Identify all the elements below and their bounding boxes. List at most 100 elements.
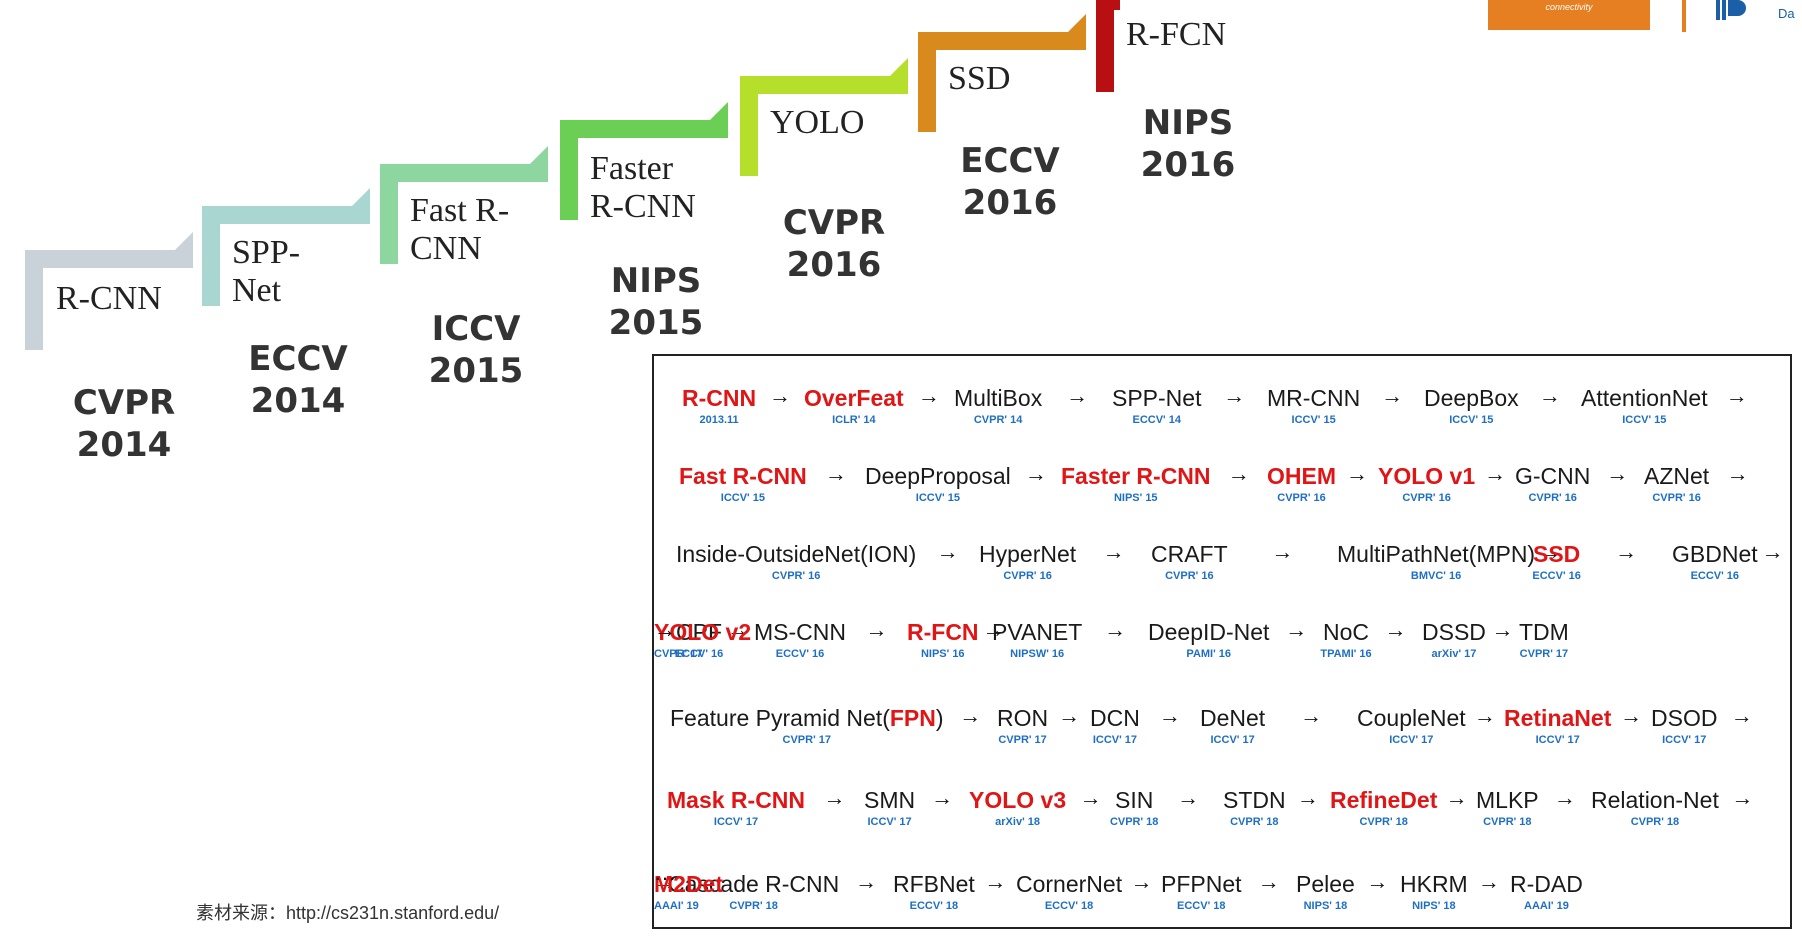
stair-year: 2016: [962, 183, 1058, 223]
network-name-highlight: FPN: [889, 705, 936, 731]
network-venue: ICCV' 17: [1210, 734, 1255, 746]
network-name: R-DAD: [1510, 871, 1583, 897]
network-name: MR-CNN: [1267, 385, 1361, 411]
network-venue: CVPR' 14: [973, 414, 1023, 426]
network-venue: NIPSW' 16: [1010, 648, 1065, 660]
stair-name: CNN: [410, 230, 482, 267]
arrow-icon: →: [1725, 383, 1748, 408]
arrow-icon: →: [1130, 869, 1153, 894]
arrow-icon: →: [855, 869, 878, 894]
network-name: AttentionNet: [1581, 385, 1708, 411]
logo-tagline: connectivity: [1545, 2, 1593, 12]
arrow-icon: →: [1158, 703, 1181, 728]
network-venue: BMVC' 16: [1410, 570, 1462, 582]
arrow-icon: →: [1730, 703, 1753, 728]
network-name: Relation-Net: [1591, 787, 1719, 813]
arrow-icon: →: [1761, 539, 1784, 564]
network-row: Mask R-CNN ICCV' 17 → SMN ICCV' 17 → YOLO v3 ar…: [654, 768, 1790, 838]
arrow-icon: →: [959, 703, 982, 728]
network-venue: ECCV' 16: [1690, 570, 1740, 582]
arrow-icon: →: [654, 617, 676, 642]
network-venue: ICLR' 14: [832, 414, 876, 426]
network-name: YOLO v3: [969, 787, 1067, 813]
stair-step-0: [25, 232, 193, 350]
network-venue: ICCV' 15: [1449, 414, 1494, 426]
arrow-icon: →: [931, 785, 954, 810]
arrow-icon: →: [1079, 785, 1102, 810]
ellipsis: ···: [654, 865, 676, 890]
network-name: PVANET: [992, 619, 1083, 645]
network-name: OverFeat: [804, 385, 904, 411]
network-name: SIN: [1115, 787, 1154, 813]
arrow-icon: →: [1538, 383, 1561, 408]
network-venue: ECCV' 16: [1532, 570, 1581, 582]
network-name: DeepProposal: [865, 463, 1011, 489]
network-name: OHEM: [1267, 463, 1336, 489]
arrow-icon: →: [865, 617, 888, 642]
stair-year: 2016: [1140, 145, 1236, 185]
network-name: G-CNN: [1515, 463, 1591, 489]
network-name: CPF: [676, 619, 722, 645]
source-caption: 素材来源：http://cs231n.stanford.edu/: [196, 903, 500, 923]
network-venue: CVPR' 16: [1402, 492, 1451, 504]
network-venue: NIPS' 18: [1303, 900, 1348, 912]
network-name: PFPNet: [1161, 871, 1242, 897]
network-venue: ICCV' 15: [1622, 414, 1667, 426]
network-venue: ECCV' 16: [674, 648, 724, 660]
network-venue: ICCV' 15: [720, 492, 765, 504]
arrow-icon: →: [1539, 539, 1562, 564]
network-venue: CVPR' 18: [729, 900, 778, 912]
network-name: YOLO v2: [654, 619, 752, 645]
stair-step-3: [560, 102, 728, 220]
network-venue: CVPR' 16: [1277, 492, 1326, 504]
stair-name: R-CNN: [56, 280, 162, 317]
arrow-icon: →: [1346, 461, 1368, 486]
network-name: DSSD: [1422, 619, 1486, 645]
stair-venue: ECCV: [248, 339, 348, 379]
stair-year: 2015: [428, 351, 524, 391]
network-venue: CVPR' 16: [1003, 570, 1052, 582]
network-name: SSD: [1533, 541, 1581, 567]
stair-venue: NIPS: [1142, 103, 1234, 143]
network-row: R-CNN 2013.11 → OverFeat ICLR' 14 → MultiBox CV…: [654, 366, 1790, 436]
network-name: R-FCN: [907, 619, 979, 645]
arrow-icon: →: [1024, 461, 1047, 486]
stair-venue: CVPR: [72, 383, 176, 423]
network-name: MultiPathNet(MPN): [1337, 541, 1536, 567]
network-name: NoC: [1323, 619, 1370, 645]
arrow-icon: →: [1285, 617, 1308, 642]
network-venue: CVPR' 16: [1165, 570, 1214, 582]
network-name-part: ): [935, 705, 944, 731]
network-row: Cascade R-CNN CVPR' 18 → RFBNet ECCV' 18 → Cor…: [654, 852, 1790, 922]
network-name: RefineDet: [1330, 787, 1438, 813]
stair-name: YOLO: [770, 104, 865, 141]
network-venue: ECCV' 14: [1132, 414, 1181, 426]
stair-name: SPP-: [232, 234, 301, 271]
network-venue: ICCV' 17: [1092, 734, 1138, 746]
network-venue: CVPR' 18: [1109, 816, 1159, 828]
network-name: CornerNet: [1016, 871, 1123, 897]
stair-step-5: [918, 14, 1086, 132]
arrow-icon: →: [1271, 539, 1294, 564]
network-name: SPP-Net: [1112, 385, 1202, 411]
arrow-icon: →: [824, 461, 847, 486]
network-name: Fast R-CNN: [679, 463, 807, 489]
network-name: TDM: [1519, 619, 1569, 645]
network-row: Inside-OutsideNet(ION) CVPR' 16 → HyperNet C…: [654, 522, 1790, 592]
arrow-icon: →: [1726, 461, 1749, 486]
network-name: Feature Pyramid Net(FPN): [670, 704, 944, 732]
network-name: DeNet: [1200, 705, 1266, 731]
network-row: CPF ECCV' 16 → MS-CNN ECCV' 16 → R-FCN NIPS' 16…: [654, 600, 1790, 670]
network-venue: NIPS' 16: [920, 648, 965, 660]
stair-name: Net: [232, 272, 282, 309]
corner-text: Da: [1778, 6, 1795, 21]
arrow-icon: →: [984, 869, 1007, 894]
stair-venue: ECCV: [960, 141, 1060, 181]
network-venue: ICCV' 15: [915, 492, 960, 504]
arrow-icon: →: [1104, 617, 1127, 642]
arrow-icon: →: [1445, 785, 1468, 810]
arrow-icon: →: [917, 383, 940, 408]
arrow-icon: →: [654, 869, 676, 894]
network-venue: CVPR' 18: [1483, 816, 1532, 828]
network-list-box: R-CNN 2013.11 → OverFeat ICLR' 14 → MultiBox CV…: [652, 354, 1792, 929]
